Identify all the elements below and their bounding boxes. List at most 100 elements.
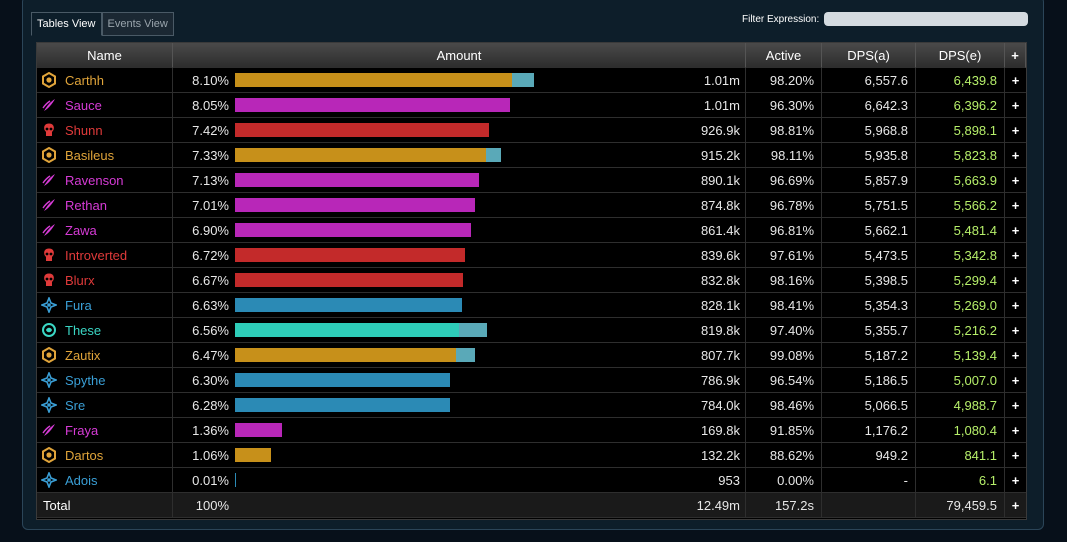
table-row[interactable]: These 6.56% 819.8k 97.40% 5,355.7 5,216.2 + bbox=[37, 318, 1026, 343]
active-time-cell: 91.85% bbox=[746, 418, 822, 443]
tab-events-view[interactable]: Events View bbox=[101, 12, 174, 36]
dps-active-cell: 5,398.5 bbox=[822, 268, 916, 293]
expand-row-button[interactable]: + bbox=[1005, 368, 1026, 393]
active-time: 98.41% bbox=[769, 297, 814, 313]
table-row[interactable]: Adois 0.01% 953 0.00% - 6.1 + bbox=[37, 468, 1026, 493]
expand-row-button[interactable]: + bbox=[1005, 443, 1026, 468]
amount-cell: 1.36% 169.8k bbox=[173, 418, 746, 443]
column-header-active[interactable]: Active bbox=[746, 43, 822, 68]
damage-bar bbox=[235, 123, 489, 137]
active-time: 157.2s bbox=[774, 497, 814, 513]
mesmer-icon bbox=[41, 172, 57, 188]
damage-bar bbox=[235, 148, 486, 162]
table-row[interactable]: Carthh 8.10% 1.01m 98.20% 6,557.6 6,439.8 + bbox=[37, 68, 1026, 93]
dps-active-cell: 5,751.5 bbox=[822, 193, 916, 218]
active-time: 96.81% bbox=[769, 222, 814, 238]
player-name: Sre bbox=[65, 397, 86, 413]
table-row[interactable]: Fraya 1.36% 169.8k 91.85% 1,176.2 1,080.4 + bbox=[37, 418, 1026, 443]
absorb-bar bbox=[456, 348, 475, 362]
damage-percent: 6.47% bbox=[192, 348, 229, 363]
total-row[interactable]: Total 100% 12.49m 157.2s 79,459.5 + bbox=[37, 493, 1026, 518]
dps-encounter-cell: 6,439.8 bbox=[916, 68, 1005, 93]
table-row[interactable]: Basileus 7.33% 915.2k 98.11% 5,935.8 5,823.8 + bbox=[37, 143, 1026, 168]
table-row[interactable]: Ravenson 7.13% 890.1k 96.69% 5,857.9 5,663.9 + bbox=[37, 168, 1026, 193]
dps-encounter-cell: 79,459.5 bbox=[916, 493, 1005, 518]
expand-row-button[interactable]: + bbox=[1005, 168, 1026, 193]
expand-row-button[interactable]: + bbox=[1005, 93, 1026, 118]
expand-row-button[interactable]: + bbox=[1005, 193, 1026, 218]
expand-row-button[interactable]: + bbox=[1005, 218, 1026, 243]
dps-active-cell: 6,557.6 bbox=[822, 68, 916, 93]
absorb-bar bbox=[459, 323, 487, 337]
damage-amount: 832.8k bbox=[700, 273, 740, 288]
amount-cell: 7.01% 874.8k bbox=[173, 193, 746, 218]
active-time: 91.85% bbox=[769, 422, 814, 438]
table-row[interactable]: Zawa 6.90% 861.4k 96.81% 5,662.1 5,481.4 + bbox=[37, 218, 1026, 243]
table-row[interactable]: Sauce 8.05% 1.01m 96.30% 6,642.3 6,396.2 + bbox=[37, 93, 1026, 118]
filter-bar: Filter Expression: bbox=[742, 12, 1029, 26]
expand-row-button[interactable]: + bbox=[1005, 293, 1026, 318]
table-row[interactable]: Zautix 6.47% 807.7k 99.08% 5,187.2 5,139.4 + bbox=[37, 343, 1026, 368]
active-time: 96.54% bbox=[769, 372, 814, 388]
expand-row-button[interactable]: + bbox=[1005, 243, 1026, 268]
amount-cell: 1.06% 132.2k bbox=[173, 443, 746, 468]
amount-cell: 8.10% 1.01m bbox=[173, 68, 746, 93]
total-label: Total bbox=[43, 497, 71, 513]
damage-percent: 1.36% bbox=[192, 423, 229, 438]
table-row[interactable]: Rethan 7.01% 874.8k 96.78% 5,751.5 5,566.2 + bbox=[37, 193, 1026, 218]
dps-encounter-cell: 5,663.9 bbox=[916, 168, 1005, 193]
active-time-cell: 88.62% bbox=[746, 443, 822, 468]
column-header-dps-e[interactable]: DPS(e) bbox=[916, 43, 1005, 68]
active-time-cell: 98.41% bbox=[746, 293, 822, 318]
dps-encounter: 5,139.4 bbox=[953, 347, 997, 363]
damage-bar bbox=[235, 98, 510, 112]
column-header-amount[interactable]: Amount bbox=[173, 43, 746, 68]
player-name: These bbox=[65, 322, 102, 338]
damage-bar bbox=[235, 173, 479, 187]
dps-active: - bbox=[903, 472, 908, 488]
expand-row-button[interactable]: + bbox=[1005, 268, 1026, 293]
expand-row-button[interactable]: + bbox=[1005, 468, 1026, 493]
damage-percent: 7.13% bbox=[192, 173, 229, 188]
dps-encounter: 6,396.2 bbox=[953, 97, 997, 113]
column-header-name[interactable]: Name bbox=[37, 43, 173, 68]
column-header-dps-a[interactable]: DPS(a) bbox=[822, 43, 916, 68]
damage-amount: 839.6k bbox=[700, 248, 740, 263]
player-name-cell: Basileus bbox=[37, 143, 173, 168]
expand-row-button[interactable]: + bbox=[1005, 343, 1026, 368]
expand-row-button[interactable]: + bbox=[1005, 118, 1026, 143]
table-row[interactable]: Introverted 6.72% 839.6k 97.61% 5,473.5 5,342… bbox=[37, 243, 1026, 268]
amount-cell: 0.01% 953 bbox=[173, 468, 746, 493]
expand-row-button[interactable]: + bbox=[1005, 318, 1026, 343]
absorb-bar bbox=[512, 73, 534, 87]
amount-cell: 6.56% 819.8k bbox=[173, 318, 746, 343]
mesmer-icon bbox=[41, 197, 57, 213]
player-name-cell: Total bbox=[37, 493, 173, 518]
dps-active-cell: 5,187.2 bbox=[822, 343, 916, 368]
expand-row-button[interactable]: + bbox=[1005, 493, 1026, 518]
add-column-button[interactable]: + bbox=[1005, 43, 1026, 68]
player-name-cell: Adois bbox=[37, 468, 173, 493]
active-time: 88.62% bbox=[769, 447, 814, 463]
amount-cell: 6.47% 807.7k bbox=[173, 343, 746, 368]
table-row[interactable]: Fura 6.63% 828.1k 98.41% 5,354.3 5,269.0 + bbox=[37, 293, 1026, 318]
damage-bar bbox=[235, 423, 282, 437]
damage-percent: 6.56% bbox=[192, 323, 229, 338]
expand-row-button[interactable]: + bbox=[1005, 68, 1026, 93]
expand-row-button[interactable]: + bbox=[1005, 393, 1026, 418]
expand-row-button[interactable]: + bbox=[1005, 143, 1026, 168]
expand-row-button[interactable]: + bbox=[1005, 418, 1026, 443]
table-row[interactable]: Spythe 6.30% 786.9k 96.54% 5,186.5 5,007.0 + bbox=[37, 368, 1026, 393]
dps-active: 5,968.8 bbox=[864, 122, 908, 138]
table-row[interactable]: Sre 6.28% 784.0k 98.46% 5,066.5 4,988.7 + bbox=[37, 393, 1026, 418]
dps-active: 5,354.3 bbox=[864, 297, 908, 313]
table-row[interactable]: Blurx 6.67% 832.8k 98.16% 5,398.5 5,299.4 + bbox=[37, 268, 1026, 293]
damage-percent: 6.30% bbox=[192, 373, 229, 388]
filter-expression-input[interactable] bbox=[824, 12, 1029, 26]
player-name-cell: Dartos bbox=[37, 443, 173, 468]
tab-tables-view[interactable]: Tables View bbox=[31, 12, 102, 36]
table-row[interactable]: Shunn 7.42% 926.9k 98.81% 5,968.8 5,898.1 + bbox=[37, 118, 1026, 143]
dps-encounter: 841.1 bbox=[964, 447, 997, 463]
dps-active: 5,473.5 bbox=[864, 247, 908, 263]
table-row[interactable]: Dartos 1.06% 132.2k 88.62% 949.2 841.1 + bbox=[37, 443, 1026, 468]
